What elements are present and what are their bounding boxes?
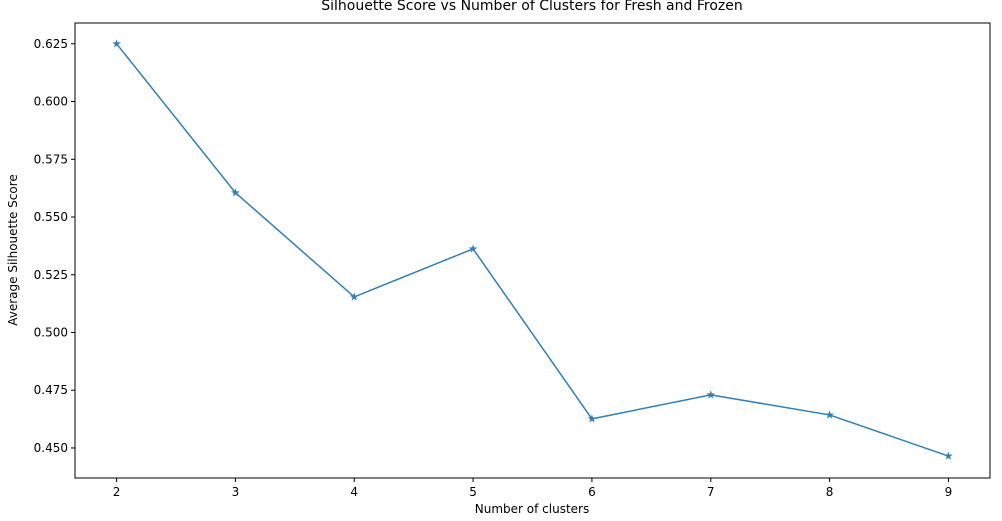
- point-marker: [349, 292, 359, 301]
- point-marker: [112, 39, 121, 48]
- point-marker: [944, 451, 953, 460]
- y-tick-label: 0.450: [34, 441, 68, 455]
- point-marker: [825, 410, 834, 419]
- point-marker: [231, 188, 240, 197]
- point-marker: [706, 390, 716, 399]
- x-tick-label: 2: [113, 485, 121, 499]
- chart-title: Silhouette Score vs Number of Clusters f…: [321, 0, 742, 14]
- x-tick-label: 9: [945, 485, 953, 499]
- y-tick-label: 0.475: [34, 383, 68, 397]
- y-axis-label: Average Silhouette Score: [6, 174, 20, 326]
- y-tick-label: 0.550: [34, 210, 68, 224]
- x-tick-label: 3: [232, 485, 240, 499]
- plot-frame: [74, 22, 991, 479]
- x-tick-label: 5: [469, 485, 477, 499]
- y-tick-label: 0.625: [34, 37, 68, 51]
- point-marker: [587, 414, 597, 423]
- x-tick-label: 7: [707, 485, 715, 499]
- y-tick-label: 0.525: [34, 268, 68, 282]
- x-tick-label: 8: [826, 485, 834, 499]
- y-tick-label: 0.500: [34, 325, 68, 339]
- x-tick-label: 4: [350, 485, 358, 499]
- x-axis-label: Number of clusters: [475, 502, 589, 516]
- point-marker: [468, 244, 478, 253]
- y-tick-label: 0.600: [34, 95, 68, 109]
- x-tick-label: 6: [588, 485, 596, 499]
- line: [116, 43, 949, 457]
- y-tick-label: 0.575: [34, 152, 68, 166]
